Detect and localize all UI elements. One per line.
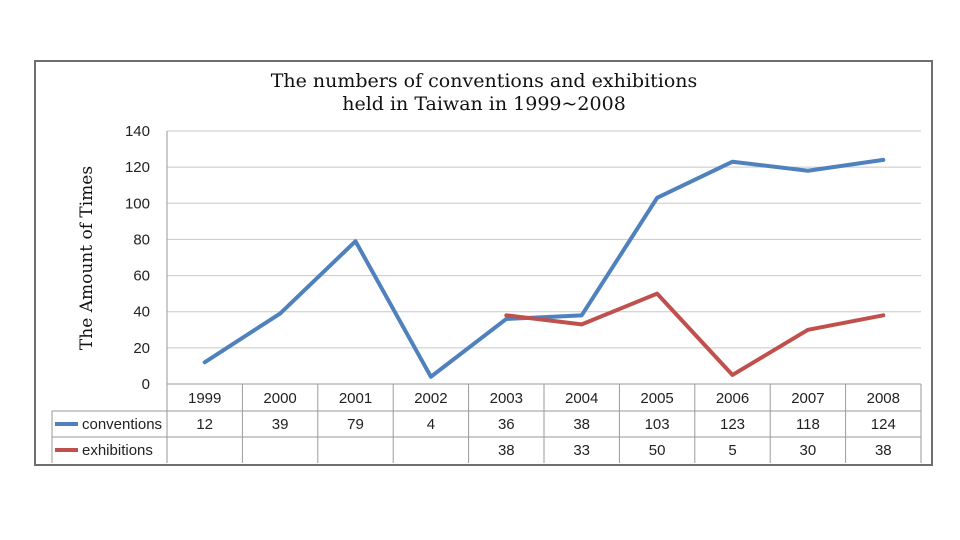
y-axis-label: The Amount of Times <box>77 166 97 350</box>
y-tick-label: 140 <box>125 123 150 140</box>
chart-frame <box>34 60 933 466</box>
data-cell-value: 36 <box>498 416 515 433</box>
data-cell-value: 103 <box>645 416 670 433</box>
data-cell-value: 79 <box>347 416 364 433</box>
data-cell-value: 4 <box>427 416 435 433</box>
data-cell-value: 5 <box>728 442 736 459</box>
gridlines <box>166 130 921 385</box>
y-tick-label: 80 <box>133 231 150 248</box>
y-tick-label: 100 <box>125 195 150 212</box>
x-category-label: 2000 <box>263 390 296 407</box>
legend-entry: exhibitions <box>82 442 153 459</box>
x-category-label: 2004 <box>565 390 598 407</box>
series-lines <box>202 157 886 379</box>
series-line-exhibitions <box>504 291 886 377</box>
data-cell-value: 12 <box>196 416 213 433</box>
data-cell-value: 33 <box>573 442 590 459</box>
x-category-label: 2007 <box>791 390 824 407</box>
data-cell-value: 50 <box>649 442 666 459</box>
data-cell-value: 38 <box>498 442 515 459</box>
data-cell-value: 124 <box>871 416 896 433</box>
y-tick-label: 40 <box>133 304 150 321</box>
data-cell-value: 118 <box>796 416 820 433</box>
x-category-label: 2008 <box>867 390 900 407</box>
x-category-label: 2006 <box>716 390 749 407</box>
chart-title: The numbers of conventions and exhibitio… <box>271 70 698 115</box>
x-category-label: 2002 <box>414 390 447 407</box>
data-cell-value: 39 <box>272 416 289 433</box>
data-cell-value: 123 <box>720 416 745 433</box>
y-tick-label: 20 <box>133 340 150 357</box>
data-cell-value: 38 <box>875 442 892 459</box>
chart-title-line-2: held in Taiwan in 1999~2008 <box>342 93 626 115</box>
data-table: 1999 2000 2001 2002 2003 2004 2005 2006 2007 2008… <box>51 384 922 463</box>
y-tick-label: 60 <box>133 268 150 285</box>
x-category-label: 2005 <box>640 390 673 407</box>
x-category-label: 2001 <box>339 390 372 407</box>
data-cell-value: 30 <box>800 442 817 459</box>
data-cell-value: 38 <box>573 416 590 433</box>
chart-title-line-1: The numbers of conventions and exhibitio… <box>271 70 698 92</box>
x-category-label: 2003 <box>490 390 523 407</box>
y-tick-label: 0 <box>142 376 150 393</box>
y-axis-ticks: 0 20 40 60 80 100 120 140 <box>125 123 150 393</box>
x-category-label: 1999 <box>188 390 221 407</box>
series-line-conventions <box>202 157 886 379</box>
y-tick-label: 120 <box>125 159 150 176</box>
legend-entry: conventions <box>82 416 162 433</box>
